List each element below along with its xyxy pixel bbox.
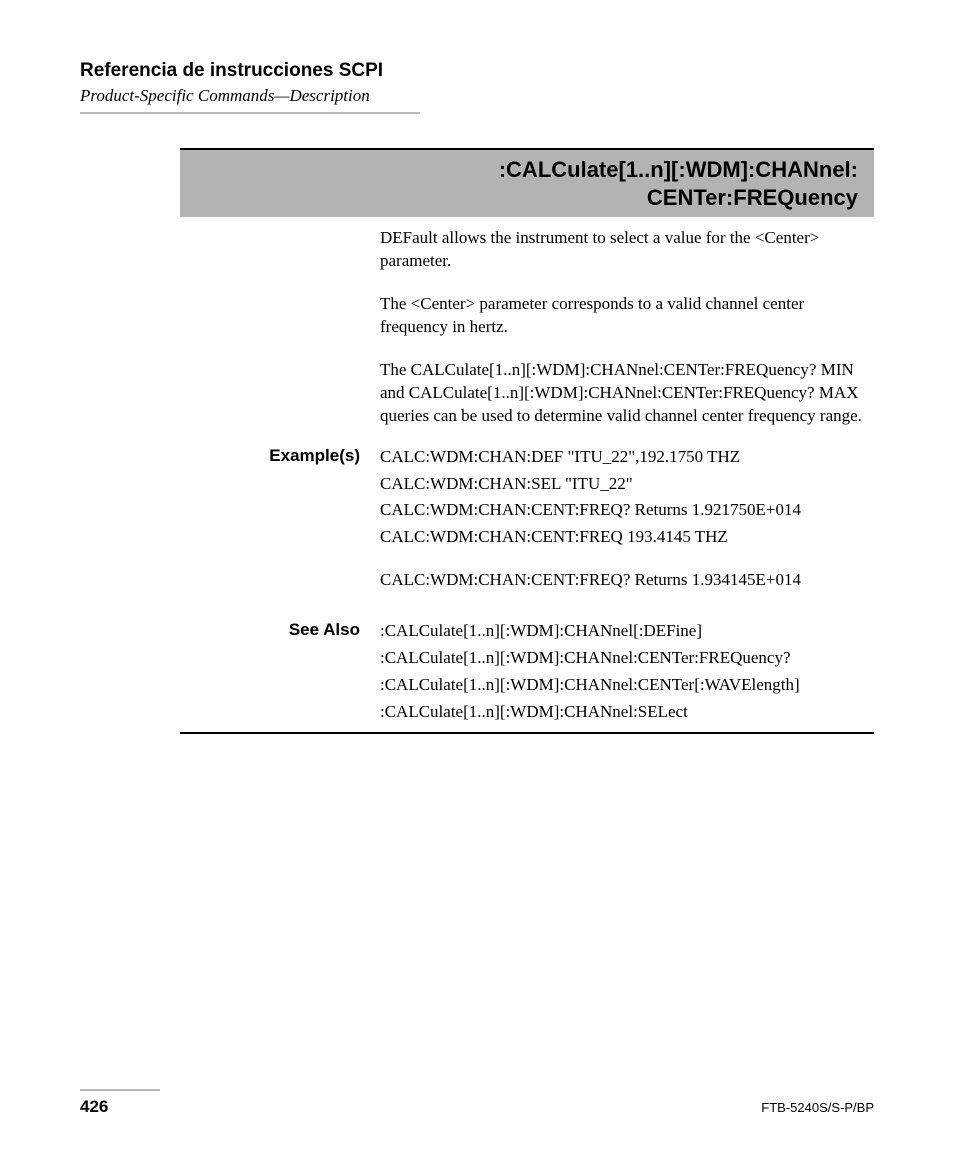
example-line: CALC:WDM:CHAN:DEF "ITU_22",192.1750 THZ [380,446,864,469]
example-line: CALC:WDM:CHAN:CENT:FREQ 193.4145 THZ [380,526,864,549]
section-title: Referencia de instrucciones SCPI [80,60,874,82]
description-paragraph: DEFault allows the instrument to select … [380,227,864,273]
seealso-line: :CALCulate[1..n][:WDM]:CHANnel:CENTer:FR… [380,647,864,670]
description-content: DEFault allows the instrument to select … [380,227,874,428]
header-divider [80,112,420,114]
section-subtitle: Product-Specific Commands—Description [80,86,874,106]
footer-divider [80,1089,160,1091]
command-bottom-divider [180,732,874,734]
page-footer: 426 FTB-5240S/S-P/BP [80,1089,874,1117]
doc-page: Referencia de instrucciones SCPI Product… [0,0,954,1159]
command-block: :CALCulate[1..n][:WDM]:CHANnel: CENTer:F… [180,148,874,734]
command-body: DEFault allows the instrument to select … [180,217,874,724]
seealso-line: :CALCulate[1..n][:WDM]:CHANnel:CENTer[:W… [380,674,864,697]
example-line: CALC:WDM:CHAN:SEL "ITU_22" [380,473,864,496]
examples-content: CALC:WDM:CHAN:DEF "ITU_22",192.1750 THZ … [380,428,874,593]
description-paragraph: The CALCulate[1..n][:WDM]:CHANnel:CENTer… [380,359,864,428]
description-paragraph: The <Center> parameter corresponds to a … [380,293,864,339]
seealso-content: :CALCulate[1..n][:WDM]:CHANnel[:DEFine] … [380,592,874,724]
command-title-line: :CALCulate[1..n][:WDM]:CHANnel: [180,156,858,184]
example-line: CALC:WDM:CHAN:CENT:FREQ? Returns 1.93414… [380,569,864,592]
doc-code: FTB-5240S/S-P/BP [761,1100,874,1115]
page-number: 426 [80,1097,108,1117]
row-label-empty [180,227,380,428]
seealso-label: See Also [180,592,380,724]
footer-row: 426 FTB-5240S/S-P/BP [80,1097,874,1117]
example-line: CALC:WDM:CHAN:CENT:FREQ? Returns 1.92175… [380,499,864,522]
examples-label: Example(s) [180,428,380,593]
seealso-line: :CALCulate[1..n][:WDM]:CHANnel[:DEFine] [380,620,864,643]
seealso-line: :CALCulate[1..n][:WDM]:CHANnel:SELect [380,701,864,724]
command-title-line: CENTer:FREQuency [180,184,858,212]
command-title-bar: :CALCulate[1..n][:WDM]:CHANnel: CENTer:F… [180,150,874,217]
